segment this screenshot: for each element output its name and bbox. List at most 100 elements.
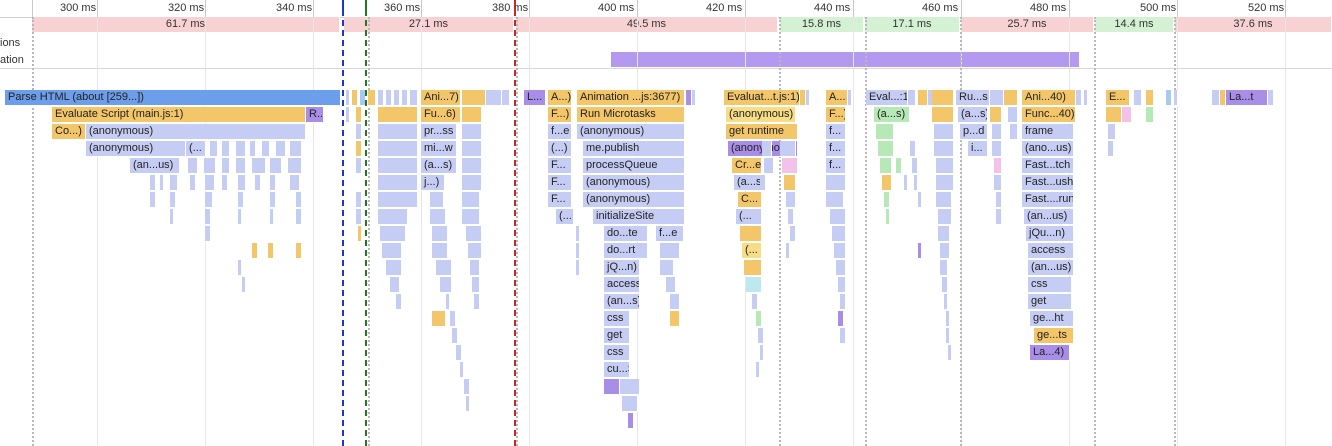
flame-block[interactable] bbox=[936, 175, 954, 191]
flame-block[interactable] bbox=[466, 226, 482, 242]
flame-block[interactable] bbox=[394, 90, 400, 106]
flame-block[interactable]: css bbox=[604, 311, 630, 327]
flame-block[interactable] bbox=[410, 90, 418, 106]
flame-block[interactable] bbox=[882, 175, 892, 191]
flame-block[interactable]: A...) bbox=[548, 90, 572, 106]
flame-block[interactable] bbox=[946, 328, 950, 344]
flame-block[interactable] bbox=[160, 175, 164, 191]
flame-block[interactable] bbox=[382, 243, 402, 259]
flame-block[interactable]: Parse HTML (about [259...]) bbox=[5, 90, 341, 106]
flame-block[interactable] bbox=[686, 90, 692, 106]
flame-block[interactable] bbox=[270, 158, 282, 174]
flame-block[interactable] bbox=[238, 209, 242, 225]
flame-block[interactable] bbox=[222, 175, 228, 191]
flame-block[interactable]: do...rt bbox=[604, 243, 648, 259]
flame-block[interactable]: (anonymous) bbox=[577, 124, 685, 140]
flame-block[interactable]: jQ...n) bbox=[604, 260, 640, 276]
flame-block[interactable] bbox=[205, 192, 213, 208]
flame-block[interactable] bbox=[205, 209, 211, 225]
flame-block[interactable]: Cr...e bbox=[732, 158, 762, 174]
flame-block[interactable] bbox=[996, 209, 1002, 225]
flame-block[interactable]: F...) bbox=[826, 107, 846, 123]
flame-block[interactable] bbox=[756, 311, 762, 327]
flame-block[interactable] bbox=[238, 192, 244, 208]
flame-block[interactable] bbox=[1220, 90, 1226, 106]
flame-block[interactable] bbox=[236, 158, 246, 174]
flame-block[interactable]: (an...us) bbox=[1028, 260, 1074, 276]
flame-block[interactable]: get runtime bbox=[726, 124, 798, 140]
time-ruler[interactable]: 300 ms 320 ms 340 ms 360 ms 380 ms 400 ms 420 … bbox=[0, 0, 1332, 18]
flame-block[interactable] bbox=[290, 141, 302, 157]
flame-block[interactable]: (an...s) bbox=[604, 294, 640, 310]
flame-block[interactable] bbox=[764, 158, 774, 174]
flame-block[interactable] bbox=[660, 243, 680, 259]
flame-block[interactable] bbox=[836, 260, 846, 276]
flame-block[interactable]: Eval...:1) bbox=[866, 90, 908, 106]
flame-block[interactable] bbox=[378, 158, 418, 174]
flame-block[interactable] bbox=[666, 277, 676, 293]
flame-block[interactable] bbox=[918, 90, 928, 106]
flame-block[interactable]: (a...s) bbox=[421, 158, 457, 174]
flame-block[interactable]: Ani...40) bbox=[1022, 90, 1076, 106]
flame-block[interactable] bbox=[782, 158, 798, 174]
flame-block[interactable] bbox=[290, 175, 300, 191]
flame-block[interactable] bbox=[462, 175, 482, 191]
flame-block[interactable] bbox=[462, 107, 482, 123]
flame-block[interactable] bbox=[255, 175, 261, 191]
flame-block[interactable]: j...) bbox=[421, 175, 445, 191]
flame-block[interactable] bbox=[944, 294, 948, 310]
flame-block[interactable]: pr...ss bbox=[421, 124, 457, 140]
flame-block[interactable] bbox=[576, 260, 580, 276]
flame-block[interactable] bbox=[378, 107, 418, 123]
flame-block[interactable] bbox=[1010, 124, 1018, 140]
frame-segment[interactable]: 61.7 ms bbox=[32, 17, 340, 32]
flame-block[interactable] bbox=[296, 192, 302, 208]
frame-segment[interactable]: 27.1 ms bbox=[344, 17, 514, 32]
flame-block[interactable] bbox=[170, 175, 178, 191]
flame-block[interactable] bbox=[502, 90, 510, 106]
flame-block[interactable]: (ano...us) bbox=[1022, 141, 1074, 157]
flame-block[interactable]: i... bbox=[968, 141, 988, 157]
flame-block[interactable]: (anonymous) bbox=[86, 124, 306, 140]
flame-block[interactable] bbox=[396, 294, 402, 310]
flame-block[interactable] bbox=[994, 158, 1002, 174]
flame-block[interactable]: css bbox=[1028, 277, 1072, 293]
flame-block[interactable]: processQueue bbox=[583, 158, 685, 174]
flame-block[interactable] bbox=[830, 209, 846, 225]
flame-block[interactable]: jQu...n) bbox=[1026, 226, 1074, 242]
flame-block[interactable]: initializeSite bbox=[593, 209, 685, 225]
flame-block[interactable]: (... bbox=[736, 209, 762, 225]
flame-block[interactable]: do...te bbox=[604, 226, 648, 242]
flame-block[interactable] bbox=[1108, 124, 1116, 140]
flame-block[interactable]: R... bbox=[306, 107, 324, 123]
flame-block[interactable] bbox=[908, 90, 916, 106]
flame-block[interactable] bbox=[352, 90, 358, 106]
flame-block[interactable] bbox=[205, 226, 211, 242]
flame-block[interactable] bbox=[628, 413, 634, 429]
flame-block[interactable] bbox=[205, 175, 215, 191]
first-contentful-paint-marker[interactable] bbox=[365, 0, 367, 446]
flame-block[interactable] bbox=[910, 141, 916, 157]
flame-block[interactable]: (an...us) bbox=[1024, 209, 1074, 225]
flame-block[interactable] bbox=[462, 124, 482, 140]
flame-block[interactable] bbox=[288, 158, 302, 174]
flame-block[interactable]: (a...s) bbox=[874, 107, 910, 123]
flame-block[interactable] bbox=[250, 141, 256, 157]
flame-block[interactable] bbox=[990, 90, 1004, 106]
flame-block[interactable] bbox=[884, 192, 890, 208]
flame-block[interactable]: (... bbox=[742, 243, 762, 259]
flame-block[interactable] bbox=[576, 226, 580, 242]
frame-segment[interactable]: 14.4 ms bbox=[1095, 17, 1174, 32]
flame-block[interactable] bbox=[188, 158, 198, 174]
flame-block[interactable]: f... bbox=[826, 141, 846, 157]
flame-block[interactable] bbox=[946, 311, 950, 327]
flame-block[interactable] bbox=[170, 209, 174, 225]
flame-block[interactable] bbox=[896, 158, 902, 174]
flame-block[interactable]: Evaluate Script (main.js:1) bbox=[52, 107, 306, 123]
flame-block[interactable] bbox=[886, 209, 890, 225]
flame-block[interactable] bbox=[826, 192, 844, 208]
flame-block[interactable]: L... bbox=[524, 90, 546, 106]
flame-block[interactable] bbox=[942, 277, 948, 293]
flame-block[interactable]: Co...) bbox=[52, 124, 86, 140]
